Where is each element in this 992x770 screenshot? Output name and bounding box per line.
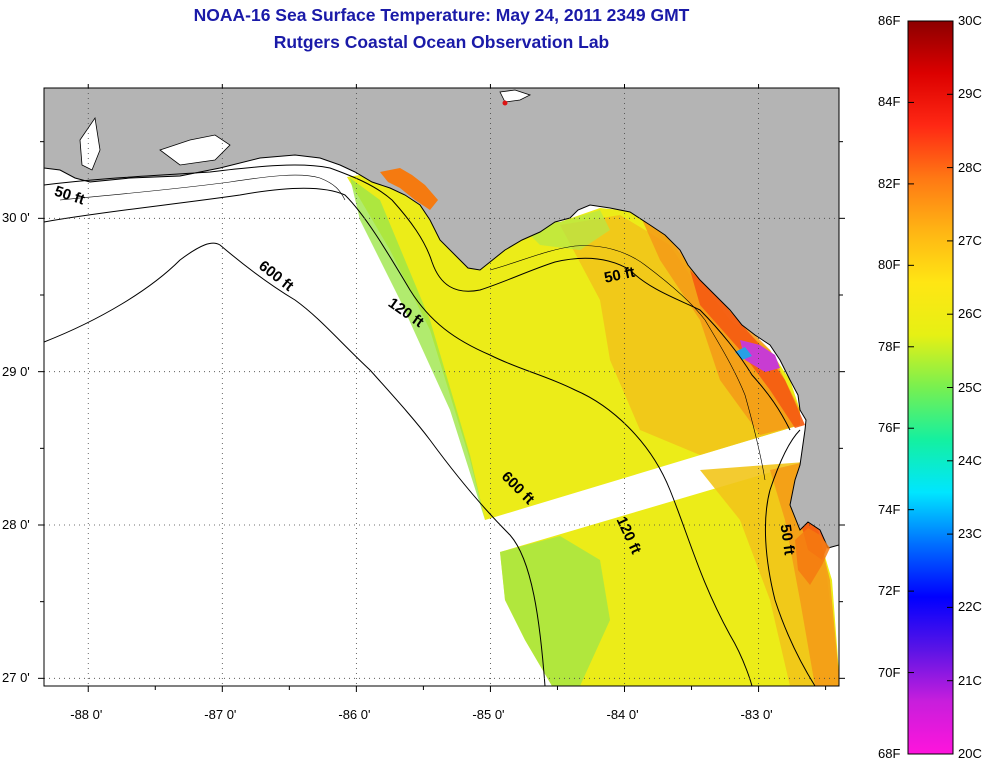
lon-tick-label: -88 0' <box>70 707 103 722</box>
colorbar-label-c: 25C <box>958 379 982 395</box>
depth-label: 50 ft <box>603 264 637 287</box>
mobile-bay <box>79 116 101 171</box>
colorbar-label-f: 70F <box>878 664 901 680</box>
colorbar-label-f: 82F <box>878 175 901 191</box>
lon-tick-label: -87 0' <box>204 707 237 722</box>
lat-tick-label: 27 0' <box>2 670 30 686</box>
lon-tick-label: -84 0' <box>606 707 639 722</box>
contour-120ft <box>44 187 753 686</box>
tampa-bay-plume <box>795 528 830 585</box>
colorbar-label-c: 27C <box>958 232 982 248</box>
colorbar-label-c: 22C <box>958 599 982 615</box>
colorbar-label-f: 76F <box>878 420 901 436</box>
river-plume <box>380 168 438 210</box>
land-mass <box>44 88 839 549</box>
colorbar-label-f: 84F <box>878 94 901 110</box>
map-title: NOAA-16 Sea Surface Temperature: May 24,… <box>193 5 690 25</box>
inland-lake <box>499 89 532 103</box>
colorbar-label-c: 30C <box>958 13 982 28</box>
pensacola-bay <box>159 134 231 166</box>
colorbar-label-c: 20C <box>958 746 982 761</box>
colorbar-label-c: 26C <box>958 306 982 322</box>
contour-inner-shelf <box>59 174 346 201</box>
colorbar-label-f: 80F <box>878 257 901 273</box>
inland-hot-spot <box>502 100 508 106</box>
colorbar-label-f: 86F <box>878 13 901 28</box>
nearshore-detail <box>489 245 766 481</box>
map-frame <box>43 87 840 687</box>
lat-tick-label: 30 0' <box>2 210 30 226</box>
depth-label: 50 ft <box>777 523 798 556</box>
lon-tick-label: -83 0' <box>740 707 773 722</box>
colorbar-label-c: 23C <box>958 526 982 542</box>
colorbar-label-f: 74F <box>878 501 901 517</box>
depth-contours <box>44 164 816 686</box>
lat-tick-label: 28 0' <box>2 517 30 532</box>
colorbar-label-c: 28C <box>958 159 982 175</box>
axis-tick-marks <box>38 84 845 692</box>
map-subtitle: Rutgers Coastal Ocean Observation Lab <box>273 32 610 52</box>
lon-tick-label: -85 0' <box>472 707 505 722</box>
colorbar-label-f: 68F <box>878 746 901 761</box>
colorbar <box>907 20 954 755</box>
colorbar-ticks <box>908 20 953 755</box>
lat-tick-label: 29 0' <box>2 363 30 379</box>
colorbar-label-f: 72F <box>878 583 901 599</box>
contour-50ft-south <box>764 429 816 686</box>
colorbar-label-c: 21C <box>958 672 982 688</box>
colorbar-label-c: 24C <box>958 452 982 468</box>
lon-tick-label: -86 0' <box>338 707 371 722</box>
contour-600ft <box>44 242 546 686</box>
colorbar-label-f: 78F <box>878 338 901 354</box>
colorbar-label-c: 29C <box>958 86 982 102</box>
contour-50ft-panhandle <box>44 164 791 431</box>
